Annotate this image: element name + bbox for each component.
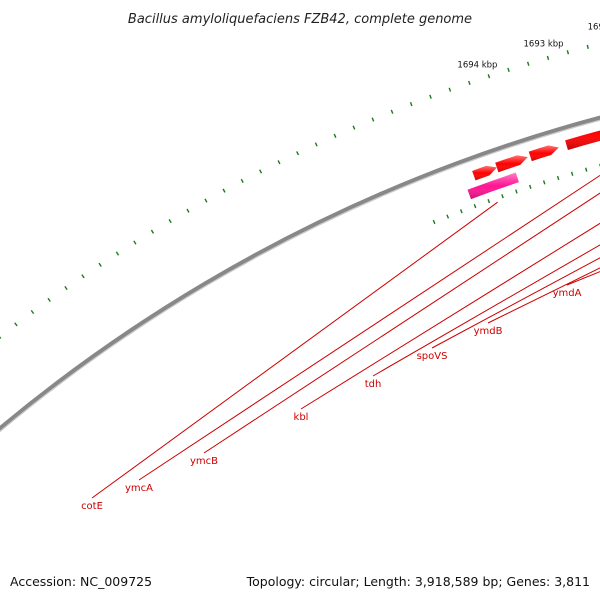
ruler-label: 1694 kbp <box>457 60 497 70</box>
leader-line <box>300 222 600 410</box>
gene-label-ymdA: ymdA <box>553 288 582 299</box>
leader-line <box>138 174 600 481</box>
gene-label-kbl: kbl <box>294 412 309 423</box>
cds-arrow-shade <box>495 155 528 173</box>
backbone-arc <box>0 115 600 433</box>
leader-line <box>431 257 600 349</box>
kbp-ruler: 1686 kbp1687 kbp1688 kbp1689 kbp1690 kbp… <box>0 22 600 339</box>
ruler-tick <box>81 274 85 279</box>
inner-tick <box>501 194 504 199</box>
ruler-tick <box>186 208 190 213</box>
ruler-tick <box>333 133 337 139</box>
inner-tick <box>570 171 574 176</box>
inner-tick <box>556 175 560 181</box>
leader-line <box>203 192 600 454</box>
ruler-tick <box>14 322 18 327</box>
ruler-tick <box>47 297 51 302</box>
inner-tick <box>542 180 546 185</box>
ruler-tick <box>277 160 281 165</box>
ruler-label: 1693 kbp <box>524 40 564 50</box>
ruler-tick <box>546 55 550 60</box>
backbone-highlight <box>0 119 600 433</box>
ruler-tick <box>371 117 375 122</box>
inner-tick <box>459 209 463 214</box>
gene-label-ymcA: ymcA <box>125 483 153 494</box>
ruler-tick <box>314 142 318 147</box>
ruler-tick <box>222 188 226 193</box>
ruler-tick <box>240 178 244 184</box>
inner-tick <box>528 184 532 189</box>
inner-tick <box>584 167 588 172</box>
inner-tick <box>487 198 491 204</box>
accession-text: Accession: NC_009725 <box>10 574 152 589</box>
cds-arrow-shade <box>472 165 497 181</box>
ruler-tick <box>429 94 432 99</box>
genome-summary-text: Topology: circular; Length: 3,918,589 bp… <box>246 574 590 589</box>
ruler-tick <box>204 198 208 203</box>
cds-arrow-shade <box>565 130 600 150</box>
gene-bar-shade <box>467 172 519 200</box>
ruler-tick <box>507 67 510 72</box>
ruler-tick <box>352 125 356 130</box>
genome-backbone <box>0 115 600 433</box>
ruler-tick <box>468 80 471 85</box>
gene-label-spoVS: spoVS <box>417 351 448 362</box>
leader-line <box>487 267 600 324</box>
ruler-tick <box>409 102 413 107</box>
ruler-tick <box>259 169 263 174</box>
ruler-tick <box>115 251 120 256</box>
gene-labels: ymdA ymdB spoVS tdh kbl ymcB ymcA cotE <box>81 174 600 512</box>
ruler-tick <box>448 87 452 92</box>
feature-track <box>432 130 600 225</box>
ruler-tick <box>133 240 137 245</box>
ruler-tick <box>296 151 300 156</box>
gene-label-tdh: tdh <box>365 379 382 390</box>
leader-line <box>91 201 498 499</box>
ruler-tick <box>487 74 491 79</box>
ruler-tick <box>64 285 68 291</box>
inner-tick <box>432 219 436 225</box>
ruler-tick <box>150 229 155 234</box>
ruler-tick <box>566 50 570 55</box>
gene-label-ymcB: ymcB <box>190 456 218 467</box>
ruler-tick <box>390 109 394 114</box>
map-title: Bacillus amyloliquefaciens FZB42, comple… <box>128 12 472 27</box>
ruler-tick <box>30 309 35 315</box>
inner-tick <box>473 204 477 209</box>
ruler-tick <box>168 219 172 224</box>
ruler-tick <box>98 262 102 267</box>
leader-line <box>372 244 600 377</box>
gene-label-ymdB: ymdB <box>474 326 503 337</box>
ruler-tick <box>0 336 2 339</box>
cds-arrow-shade <box>528 145 559 162</box>
gene-label-cotE: cotE <box>81 501 103 512</box>
ruler-label: 1692 kbp <box>588 22 600 32</box>
ruler-tick <box>586 44 589 50</box>
inner-tick <box>446 214 450 219</box>
ruler-tick <box>526 61 530 66</box>
inner-tick <box>515 189 518 194</box>
